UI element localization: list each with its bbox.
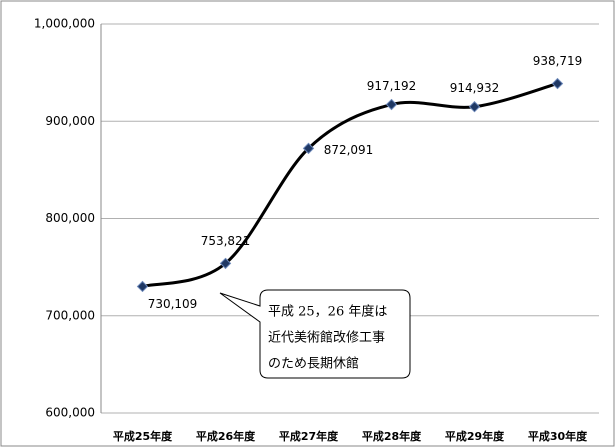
data-label: 730,109 [148, 297, 198, 311]
marker [302, 142, 315, 155]
callout [219, 289, 411, 379]
x-tick-label: 平成27年度 [279, 429, 339, 443]
x-tick-label: 平成26年度 [196, 429, 256, 443]
marker [551, 77, 564, 90]
annotation-text: のため長期休館 [268, 357, 359, 372]
marker [385, 98, 398, 111]
y-tick-label: 900,000 [45, 114, 95, 128]
data-label: 938,719 [533, 54, 583, 68]
x-tick-label: 平成29年度 [445, 429, 505, 443]
x-tick-label: 平成28年度 [362, 429, 422, 443]
data-label: 917,192 [367, 79, 417, 93]
y-tick-label: 600,000 [45, 406, 95, 420]
data-label: 872,091 [324, 143, 374, 157]
marker [136, 280, 149, 293]
marker [219, 257, 232, 270]
y-tick-label: 1,000,000 [34, 17, 95, 31]
annotation-text: 平成 25，26 年度は [268, 304, 387, 320]
data-label: 914,932 [450, 81, 500, 95]
x-tick-label: 平成25年度 [113, 429, 173, 443]
marker [468, 101, 481, 113]
y-tick-label: 700,000 [45, 308, 95, 322]
data-label: 753,821 [201, 234, 251, 248]
x-tick-label: 平成30年度 [528, 429, 588, 443]
annotation-text: 近代美術館改修工事 [268, 331, 385, 346]
y-tick-label: 800,000 [45, 211, 95, 225]
